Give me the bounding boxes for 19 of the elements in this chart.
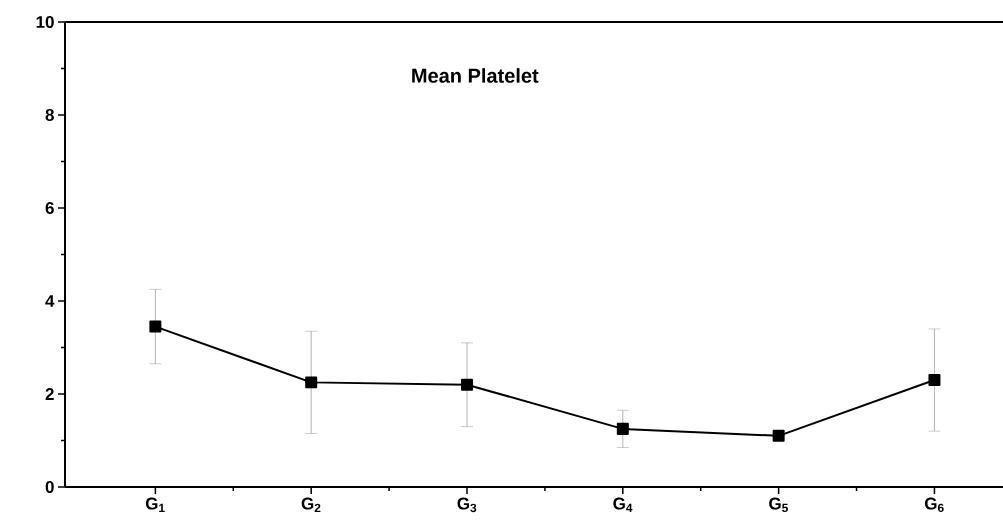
x-tick-label: G$_{4}$: [613, 497, 633, 512]
y-tick-label: 2: [45, 388, 54, 400]
point: [772, 429, 785, 442]
x-tick-label: G$_{1}$: [145, 497, 165, 512]
x-tick-label: G$_{2}$: [301, 497, 321, 512]
x-tick-label: G$_{3}$: [457, 497, 477, 513]
y-tick-label: 8: [45, 108, 54, 122]
x-tick-label: G$_{6}$: [924, 497, 944, 513]
y-tick-label: 4: [45, 295, 55, 307]
point: [616, 422, 629, 435]
y-tick-label: 10: [36, 15, 54, 29]
text: Mean Platelet: [412, 68, 539, 83]
x-tick-label: G$_{5}$: [769, 497, 788, 513]
point: [149, 320, 162, 333]
point: [461, 378, 474, 391]
point: [305, 376, 318, 389]
point: [928, 374, 941, 387]
y-tick-label: 6: [45, 201, 54, 215]
y-tick-label: 0: [45, 480, 54, 494]
